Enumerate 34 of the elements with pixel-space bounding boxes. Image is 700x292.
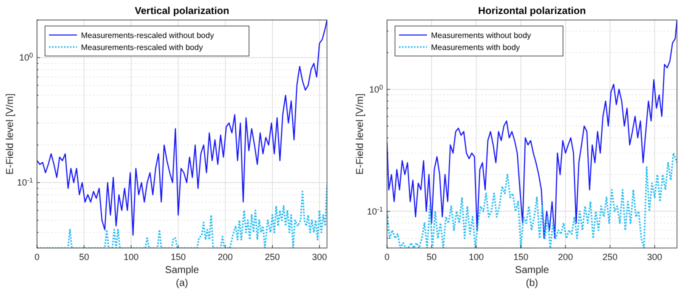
x-tick-label: 0 — [34, 252, 40, 262]
x-tick-label: 0 — [384, 252, 390, 262]
x-tick-label: 150 — [513, 252, 528, 262]
text: (a) — [176, 278, 188, 289]
x-tick-label: 200 — [558, 252, 573, 262]
x-tick-label: 50 — [79, 252, 90, 262]
y-tick-label: 10$^{0}$ — [369, 84, 384, 94]
x-tick-label: 100 — [124, 252, 139, 262]
legend-label: Measurements without body — [431, 31, 532, 40]
x-axis-title: Sample — [165, 265, 200, 276]
y-tick-label: 10$^{-1}$ — [366, 206, 384, 216]
line-series — [387, 152, 677, 248]
line-series — [37, 184, 327, 248]
text: (b) — [526, 278, 538, 289]
line-series — [387, 20, 677, 239]
legend-label: Measurements with body — [431, 43, 520, 52]
line-series — [37, 20, 327, 236]
y-tick-label: 10$^{-1}$ — [16, 177, 34, 188]
x-tick-label: 200 — [218, 252, 233, 262]
chart-title: Horizontal polarization — [478, 6, 586, 17]
x-tick-label: 50 — [426, 252, 437, 262]
legend-label: Measurements-rescaled with body — [81, 43, 203, 52]
x-tick-label: 250 — [264, 252, 280, 262]
x-tick-label: 300 — [312, 252, 327, 262]
x-axis-title: Sample — [515, 265, 550, 276]
x-tick-label: 300 — [647, 252, 662, 262]
y-axis-title: E-Field level [V/m] — [355, 93, 366, 175]
legend-label: Measurements-rescaled without body — [81, 31, 214, 40]
chart-title: Vertical polarization — [134, 6, 230, 17]
x-tick-label: 100 — [468, 252, 484, 262]
x-tick-label: 150 — [170, 252, 186, 262]
x-tick-label: 250 — [602, 252, 618, 262]
y-tick-label: 10$^{0}$ — [19, 52, 34, 63]
y-axis-title: E-Field level [V/m] — [5, 93, 16, 175]
